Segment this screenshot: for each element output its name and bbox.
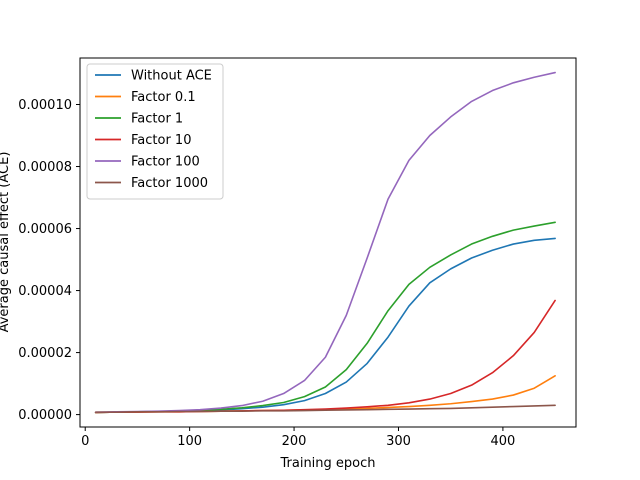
y-axis-ticks: 0.00000 0.00002 0.00004 0.00006 0.00008 0.000… — [18, 98, 80, 423]
y-tick-label: 0.00006 — [18, 222, 72, 237]
series-line-6 — [94, 404, 556, 413]
x-axis-ticks: 0 100 200 300 400 — [81, 427, 515, 449]
legend-label-1: Without ACE — [131, 69, 212, 84]
x-tick-label: 0 — [81, 434, 89, 449]
y-tick-label: 0.00010 — [18, 98, 72, 113]
x-tick-label: 200 — [282, 434, 307, 449]
y-axis-label: Average causal effect (ACE) — [0, 152, 12, 333]
legend-label-5: Factor 100 — [131, 155, 200, 170]
plot-frame — [79, 57, 577, 428]
legend-label-4: Factor 10 — [131, 133, 191, 148]
legend-label-3: Factor 1 — [131, 112, 183, 127]
series-layer — [94, 71, 556, 414]
y-tick-label: 0.00000 — [18, 408, 72, 423]
y-tick-label: 0.00002 — [18, 346, 72, 361]
legend-box — [86, 63, 224, 200]
x-tick-label: 300 — [386, 434, 411, 449]
x-tick-label: 400 — [490, 434, 515, 449]
legend: Without ACE Factor 0.1 Factor 1 Factor 10 Fa… — [86, 63, 224, 200]
series-line-5 — [94, 71, 556, 413]
legend-label-6: Factor 1000 — [131, 176, 208, 191]
x-axis-label: Training epoch — [279, 456, 375, 471]
y-tick-label: 0.00008 — [18, 160, 72, 175]
legend-label-2: Factor 0.1 — [131, 90, 196, 105]
y-tick-label: 0.00004 — [18, 284, 72, 299]
x-tick-label: 100 — [177, 434, 202, 449]
